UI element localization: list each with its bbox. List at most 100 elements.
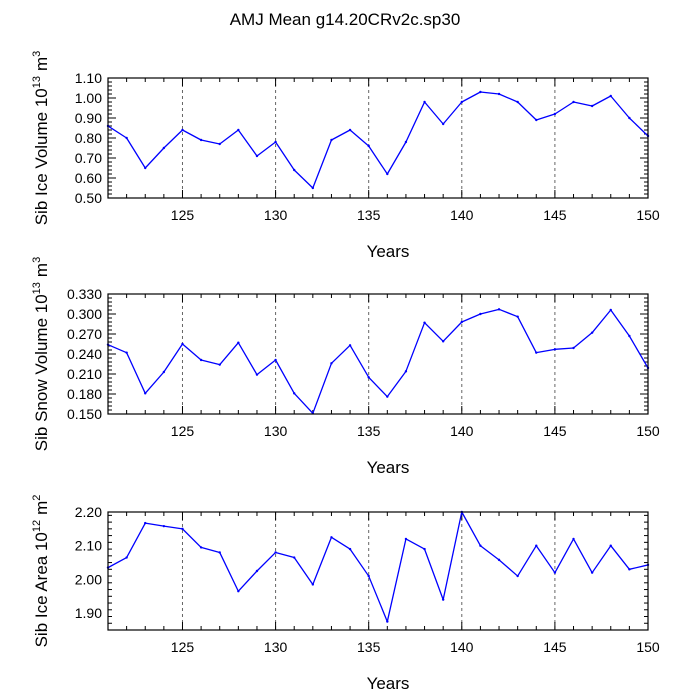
x-tick-label: 130 [264,639,288,655]
x-tick-label: 125 [171,207,195,223]
y-axis-title-exponent: 13 [31,76,43,88]
data-point [535,351,538,354]
data-point [404,537,408,541]
data-point [348,128,352,132]
data-point [386,395,389,398]
data-point [330,536,333,539]
y-tick-label: 0.50 [75,190,102,206]
series-line [107,511,649,623]
data-point [497,558,501,562]
y-axis-title-unit-exponent: 3 [31,51,43,57]
data-point [218,142,221,146]
data-point [255,154,259,158]
data-point [162,524,166,528]
y-tick-label: 1.90 [75,605,102,621]
y-tick-label: 0.330 [67,286,102,302]
data-point [330,138,333,142]
x-tick-label: 125 [171,423,195,439]
y-tick-label: 0.150 [67,406,102,422]
plot-frame [107,511,649,631]
data-point [535,544,538,547]
x-tick-label: 145 [543,207,567,223]
data-point [497,92,501,96]
data-point [535,118,538,122]
data-point [404,370,408,373]
data-point [218,363,221,366]
data-point [553,571,557,574]
y-tick-label: 0.240 [67,346,102,362]
y-tick-label: 0.60 [75,170,102,186]
data-point [255,569,259,573]
series-line [107,91,649,189]
data-point [237,590,240,593]
panel-3: 125 130 135 140 145 150 1.90 2.00 2.10 2.20 Years S… [31,495,660,691]
data-point [572,100,575,104]
data-point [423,321,426,324]
y-tick-label: 0.80 [75,130,102,146]
x-tick-label: 140 [450,423,474,439]
x-tick-label: 130 [264,423,288,439]
y-axis-title-text: Sib Ice Area 10 [32,532,51,647]
panel-1: 125 130 135 140 145 150 0.50 0.60 0.70 0.80 0.90 1.… [31,51,660,261]
data-point [367,574,370,578]
data-point [144,392,147,395]
y-tick-label: 0.180 [67,386,102,402]
data-point [497,308,501,311]
data-point [609,94,612,98]
y-tick-label: 1.00 [75,90,102,106]
data-point [293,392,296,395]
panel-2: 125 130 135 140 145 150 0.150 0.180 0.210 0.240 0.… [31,257,660,477]
data-point [255,373,259,376]
data-point [218,551,221,554]
x-axis-title: Years [367,458,410,477]
data-point [479,544,482,547]
data-point [423,100,426,104]
data-point [162,146,166,150]
data-point [144,166,147,170]
x-tick-label: 125 [171,639,195,655]
y-axis-title-unit: m [32,57,51,71]
y-axis-title-exponent: 12 [31,520,43,532]
x-tick-label: 150 [636,207,660,223]
data-point [516,315,519,318]
y-axis-title-text: Sib Snow Volume 10 [32,294,51,451]
y-tick-label: 0.300 [67,306,102,322]
x-axis-title: Years [367,242,410,261]
page-title: AMJ Mean g14.20CRv2c.sp30 [229,10,461,29]
y-axis-title-unit-exponent: 3 [31,257,43,263]
data-point [199,546,203,549]
data-point [237,341,240,344]
data-point [162,370,166,374]
data-point [367,144,370,148]
data-point [441,598,445,601]
x-tick-label: 145 [543,423,567,439]
data-point [628,116,631,120]
data-point [293,168,296,172]
data-point [199,358,203,362]
data-point [553,112,557,116]
data-point [181,342,184,346]
x-tick-label: 135 [357,207,381,223]
data-point [590,331,594,334]
data-point [348,547,352,551]
y-axis-title-unit: m [32,501,51,515]
y-axis-title: Sib Snow Volume 1013 m3 [31,257,51,451]
x-tick-label: 150 [636,639,660,655]
data-point [441,122,445,126]
y-axis-title-unit-exponent: 2 [31,495,43,501]
y-tick-label: 2.00 [75,571,102,587]
series-line [107,308,649,414]
data-point [441,340,445,343]
data-point [386,620,389,623]
data-point [237,128,240,132]
y-tick-label: 0.210 [67,366,102,382]
x-tick-label: 140 [450,207,474,223]
data-point [181,527,184,531]
data-point [125,556,128,559]
data-point [553,348,557,351]
y-tick-label: 2.10 [75,538,102,554]
data-point [348,344,352,347]
data-point [572,537,575,541]
data-point [404,140,408,144]
